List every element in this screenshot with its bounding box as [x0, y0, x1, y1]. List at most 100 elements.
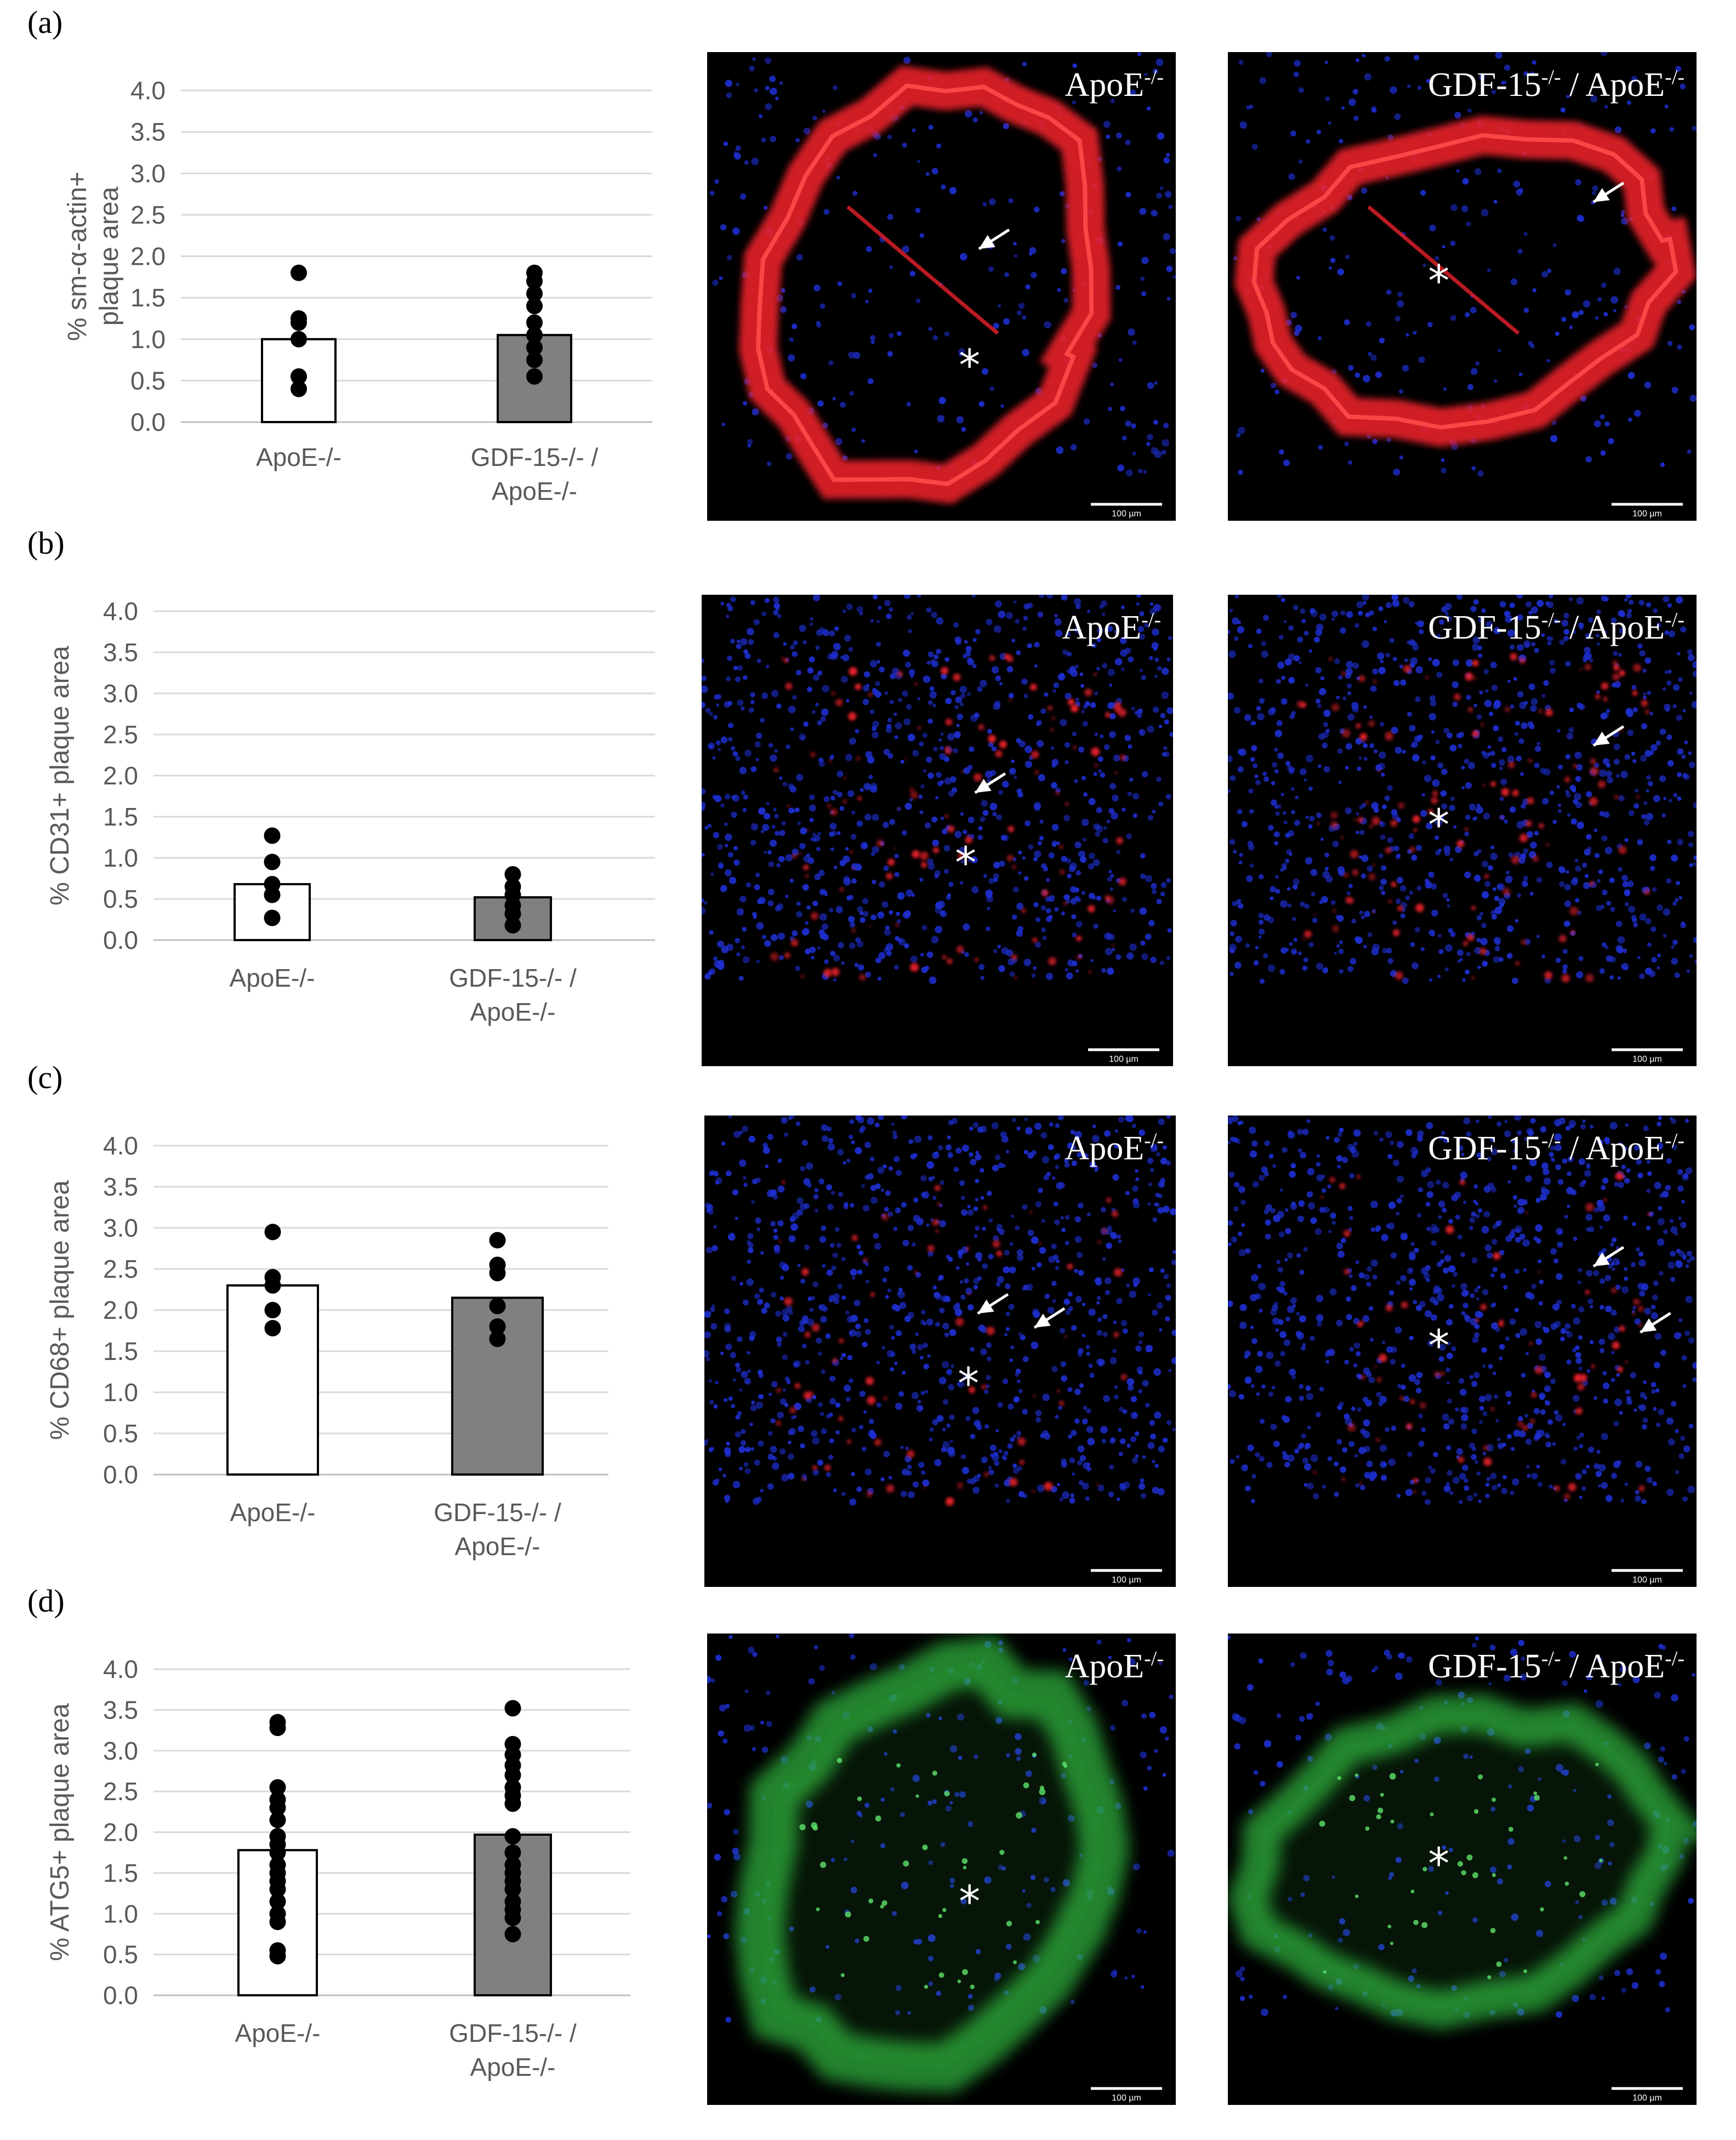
data-point	[264, 1320, 281, 1336]
marker-stain	[776, 1180, 1128, 1506]
vessel-wall-fibers	[1251, 133, 1678, 430]
data-point	[504, 1795, 521, 1812]
data-point	[526, 272, 543, 289]
data-point	[269, 1720, 286, 1737]
y-tick-label: 3.0	[103, 679, 138, 708]
data-point	[489, 1318, 506, 1335]
panel-label: (c)	[27, 1060, 62, 1095]
data-point	[489, 1297, 506, 1314]
data-point	[526, 327, 543, 344]
y-tick-label: 3.0	[103, 1214, 138, 1242]
scale-bar-label: 100 µm	[1632, 1575, 1662, 1585]
data-point	[526, 314, 543, 331]
data-point	[504, 1881, 521, 1898]
data-point	[269, 1881, 286, 1898]
y-axis-label: % CD31+ plaque area	[45, 646, 75, 906]
micrograph-cd68-apoe: * ApoE-/- 100 µm	[704, 1115, 1176, 1587]
marker-stain	[1296, 653, 1650, 983]
scale-bar-label: 100 µm	[1112, 509, 1141, 519]
y-tick-label: 0.0	[130, 408, 166, 436]
data-point	[526, 368, 543, 385]
lumen-asterisk: *	[1428, 1840, 1449, 1889]
y-axis-label: % sm-α-actin+ plaque area	[63, 172, 124, 341]
chart-0: (a) 0.0 0.5 1.0 1.5 2.0 2.5 3.0 3.5 4.0 % sm-α-act…	[27, 4, 652, 505]
data-point	[489, 1265, 506, 1282]
chart-2: (c) 0.0 0.5 1.0 1.5 2.0 2.5 3.0 3.5 4.0 % CD68+ pl…	[27, 1060, 608, 1561]
image-background	[704, 1115, 1176, 1587]
category-label: GDF-15-/- / ApoE-/-	[449, 2019, 577, 2081]
category-label: GDF-15-/- / ApoE-/-	[449, 964, 577, 1026]
data-point	[291, 380, 307, 397]
y-tick-label: 0.5	[103, 1419, 138, 1448]
vessel-wall-stain	[735, 1636, 1130, 2093]
marker-stain	[770, 653, 1126, 981]
data-point	[526, 285, 543, 302]
data-point	[264, 827, 281, 844]
charts-layer: (a) 0.0 0.5 1.0 1.5 2.0 2.5 3.0 3.5 4.0 % sm-α-act…	[27, 4, 655, 2081]
panel-label: (a)	[27, 4, 62, 40]
data-point	[504, 1844, 521, 1861]
micrograph-cd31-gdf15-apoe: * GDF-15-/- / ApoE-/- 100 µm	[1228, 595, 1697, 1066]
data-point	[504, 866, 521, 883]
y-tick-label: 1.0	[103, 844, 138, 872]
micrograph-title: GDF-15-/- / ApoE-/-	[1428, 66, 1684, 104]
category-label: GDF-15-/- / ApoE-/-	[434, 1498, 561, 1561]
image-background	[1228, 1115, 1697, 1587]
data-point	[504, 1926, 521, 1943]
data-point	[264, 1223, 281, 1240]
y-tick-label: 4.0	[130, 76, 166, 105]
y-tick-label: 1.0	[130, 325, 166, 354]
category-label: ApoE-/-	[256, 443, 341, 471]
y-tick-label: 3.0	[130, 159, 166, 187]
y-tick-label: 0.5	[103, 885, 138, 913]
lumen-asterisk: *	[959, 342, 980, 391]
scale-bar-label: 100 µm	[1112, 2093, 1141, 2103]
arrow-head-icon	[1034, 1313, 1051, 1328]
data-point	[269, 1893, 286, 1910]
image-background	[1228, 595, 1697, 1066]
micrograph-cd31-apoe: * ApoE-/- 100 µm	[702, 595, 1173, 1066]
y-tick-label: 3.5	[130, 118, 166, 146]
micrograph-title: ApoE-/-	[1065, 66, 1164, 104]
chart-1: (b) 0.0 0.5 1.0 1.5 2.0 2.5 3.0 3.5 4.0 % CD31+ pl…	[27, 525, 655, 1026]
arrow-head-icon	[1640, 1318, 1657, 1333]
y-tick-label: 1.0	[103, 1899, 138, 1928]
y-tick-label: 2.5	[103, 720, 138, 749]
y-tick-label: 0.0	[103, 1981, 138, 2010]
lumen-asterisk: *	[959, 1877, 980, 1927]
nuclei-stain	[1228, 1115, 1697, 1505]
y-tick-label: 0.0	[103, 926, 138, 954]
data-point	[269, 1799, 286, 1816]
micrograph-title: GDF-15-/- / ApoE-/-	[1428, 1647, 1684, 1685]
y-tick-label: 2.0	[103, 1296, 138, 1324]
data-point	[504, 917, 521, 934]
scale-bar-label: 100 µm	[1112, 1575, 1141, 1585]
data-point	[291, 331, 307, 348]
arrow-head-icon	[1593, 731, 1610, 746]
data-point	[489, 1232, 506, 1249]
y-tick-label: 1.0	[103, 1378, 138, 1407]
y-tick-label: 2.5	[103, 1777, 138, 1806]
marker-stain	[1313, 1172, 1651, 1500]
data-point	[504, 1767, 521, 1784]
y-tick-label: 0.5	[130, 366, 166, 395]
data-point	[264, 886, 281, 903]
y-tick-label: 3.5	[103, 638, 138, 667]
lumen-asterisk: *	[1428, 1322, 1449, 1371]
y-axis-label: % CD68+ plaque area	[45, 1180, 75, 1440]
data-point	[504, 906, 521, 922]
data-point	[264, 853, 281, 870]
micrograph-title: ApoE-/-	[1065, 1647, 1164, 1685]
vessel-wall-stain	[1228, 1694, 1697, 2030]
y-tick-label: 1.5	[103, 1337, 138, 1365]
y-tick-label: 0.0	[103, 1460, 138, 1489]
data-point	[489, 1330, 506, 1347]
data-point	[269, 1844, 286, 1861]
micrograph-actin-gdf15-apoe: * GDF-15-/- / ApoE-/- 100 µm	[1228, 52, 1697, 521]
data-point	[269, 1779, 286, 1796]
y-tick-label: 2.0	[103, 1818, 138, 1847]
y-tick-label: 3.5	[103, 1173, 138, 1201]
data-point	[291, 314, 307, 331]
micrograph-title: GDF-15-/- / ApoE-/-	[1428, 1129, 1684, 1167]
